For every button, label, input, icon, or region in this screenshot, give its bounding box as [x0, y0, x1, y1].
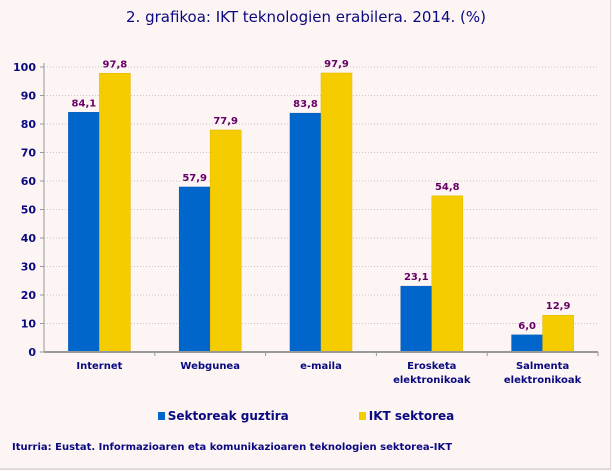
- bar: [320, 72, 353, 353]
- bar: [178, 186, 211, 353]
- bar-chart: 0 10 20 30 40 50 60 70 80 90 100 84,1 97,8 Internet 57…: [13, 59, 599, 386]
- x-tick-label: Salmenta: [516, 361, 569, 372]
- y-tick-label: 50: [21, 204, 37, 217]
- legend: Sektoreak guztira IKT sektorea: [0, 409, 612, 423]
- y-tick-label: 30: [21, 261, 37, 274]
- bar: [209, 129, 242, 353]
- legend-swatch: [358, 412, 366, 420]
- data-label: 57,9: [182, 173, 207, 184]
- bar: [68, 112, 100, 353]
- bar: [289, 112, 322, 353]
- y-tick-label: 90: [21, 90, 37, 103]
- x-tick-label: e-maila: [300, 361, 342, 372]
- y-tick-label: 10: [21, 318, 37, 331]
- data-label: 12,9: [546, 301, 571, 312]
- data-label: 54,8: [435, 182, 460, 193]
- data-label: 23,1: [404, 272, 429, 283]
- data-label: 97,8: [103, 59, 128, 70]
- chart-title: 2. grafikoa: IKT teknologien erabilera. …: [125, 8, 487, 26]
- x-tick-label: Internet: [76, 361, 122, 372]
- y-tick-label: 100: [13, 61, 36, 74]
- x-tick-label: Webgunea: [180, 361, 240, 372]
- y-tick-label: 60: [21, 175, 37, 188]
- y-tick-label: 0: [28, 346, 36, 359]
- legend-item-sektoreak: Sektoreak guztira: [157, 409, 289, 423]
- bar: [99, 73, 131, 353]
- data-label: 77,9: [213, 116, 238, 127]
- legend-swatch: [157, 412, 165, 420]
- x-tick-label: elektronikoak: [393, 375, 471, 386]
- x-tick-label: elektronikoak: [504, 375, 582, 386]
- y-tick-label: 80: [21, 118, 37, 131]
- data-label: 97,9: [324, 59, 349, 70]
- legend-label: Sektoreak guztira: [167, 409, 289, 423]
- x-tick-label: Erosketa: [407, 361, 456, 372]
- data-label: 83,8: [293, 99, 318, 110]
- source-note: Iturria: Eustat. Informazioaren eta komu…: [12, 442, 453, 453]
- bar: [542, 314, 574, 353]
- bar: [511, 334, 543, 353]
- y-tick-label: 20: [21, 289, 37, 302]
- data-label: 6,0: [518, 321, 536, 332]
- bar: [400, 285, 433, 353]
- bar: [431, 195, 464, 353]
- y-tick-label: 40: [21, 232, 37, 245]
- y-tick-label: 70: [21, 147, 37, 160]
- legend-item-ikt: IKT sektorea: [358, 409, 455, 423]
- data-label: 84,1: [72, 98, 97, 109]
- legend-label: IKT sektorea: [368, 409, 455, 423]
